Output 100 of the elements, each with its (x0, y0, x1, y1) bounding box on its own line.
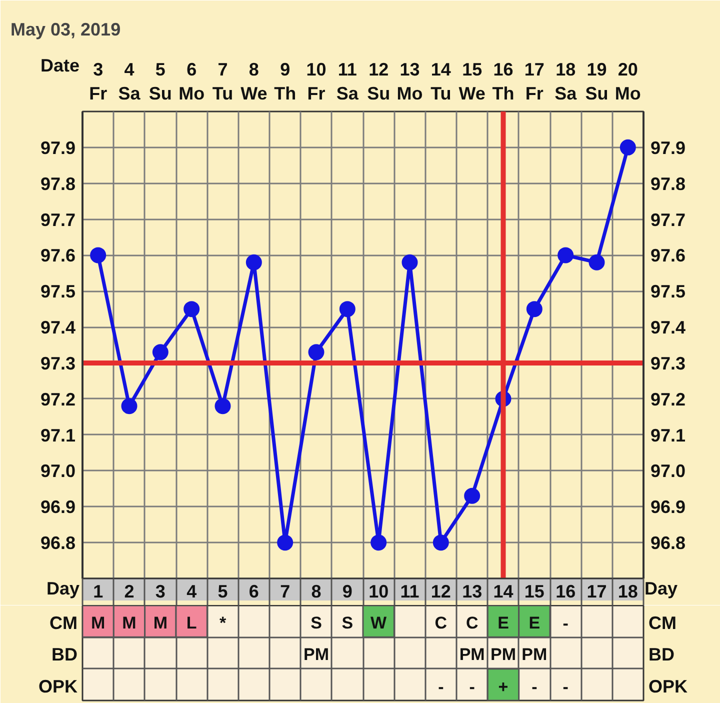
x2-tick-label: 3 Fr (89, 60, 108, 104)
point (152, 344, 168, 360)
x-tick-label: 17 (586, 582, 607, 602)
x-tick-label: 6 (248, 582, 259, 602)
text: - (532, 677, 538, 696)
text: * (219, 613, 226, 632)
y2-tick-label: 97.6 (650, 246, 686, 266)
chart-title: May 03, 2019 (10, 20, 121, 40)
text: - (562, 677, 568, 696)
text: C (466, 613, 478, 632)
text: - (469, 677, 475, 696)
x2-tick-label: 14 Tu (430, 60, 452, 104)
point (90, 247, 106, 264)
y2-tick-label: 97.1 (650, 425, 686, 446)
text: - (562, 614, 568, 633)
x2-tick-label: 4 Sa (118, 60, 142, 104)
y2-tick-label: 97.4 (650, 318, 686, 338)
text: - (438, 677, 444, 696)
x2-tick-label: 11 Sa (336, 60, 360, 104)
y2-tick-label: 97.3 (650, 353, 686, 374)
x2-tick-label: 7 Tu (212, 60, 234, 104)
x2-tick-label: 15 We (458, 60, 486, 104)
point (432, 534, 449, 551)
point (277, 534, 294, 551)
y-tick-label: 96.9 (40, 497, 76, 518)
x2-tick-label: 8 We (240, 60, 268, 104)
x-tick-label: 7 (280, 582, 290, 602)
y-tick-label: 97.6 (40, 246, 76, 266)
x2-tick-label: 17 Fr (524, 60, 544, 104)
text: S (342, 613, 354, 632)
x-tick-label: 1 (93, 582, 104, 602)
text: PM (490, 645, 516, 664)
category-label: OPK (38, 676, 78, 696)
x-tick-label: 10 (368, 582, 389, 602)
text: C (434, 613, 448, 632)
x2-tick-label: 13 Mo (396, 60, 423, 104)
x2-tick-label: 12 Su (367, 60, 390, 104)
x-tick-label: 5 (218, 582, 228, 602)
point (402, 254, 418, 270)
y2-tick-label: 97.5 (650, 282, 686, 302)
text: E (528, 613, 540, 632)
category-label: OPK (648, 676, 688, 696)
category-label: BD (648, 644, 674, 665)
x-tick-label: 13 (462, 582, 482, 602)
point (526, 301, 542, 318)
x-tick-label: 11 (400, 582, 420, 602)
x-tick-label: 8 (311, 582, 322, 602)
y2-tick-label: 97.7 (650, 210, 686, 230)
x2-tick-label: 6 Mo (178, 60, 205, 104)
text: M (122, 613, 136, 632)
point (339, 301, 356, 318)
point (308, 344, 324, 360)
text: PM (459, 645, 485, 664)
point (214, 398, 231, 414)
y2-tick-label: 97.9 (650, 138, 686, 158)
y-tick-label: 96.8 (40, 533, 76, 554)
y-tick-label: 97.8 (40, 174, 76, 194)
x-tick-label: 3 (155, 582, 166, 602)
text: E (498, 613, 509, 632)
x2-tick-label: 20 Mo (614, 60, 641, 104)
point (184, 301, 200, 318)
point (588, 254, 605, 270)
y-tick-label: 97.9 (40, 138, 76, 158)
y-tick-label: 97.4 (40, 318, 76, 338)
text: M (91, 613, 106, 632)
text: PM (522, 645, 548, 664)
x-tick-label: 2 (124, 582, 134, 602)
x-tick-label: 4 (186, 582, 197, 602)
y2-tick-label: 96.8 (650, 533, 686, 554)
x2-tick-label: 16 Th (492, 60, 514, 104)
x2-tick-label: 10 Fr (306, 60, 326, 104)
y-tick-label: 97.3 (40, 353, 76, 374)
category-label: CM (50, 612, 78, 633)
x2-tick-label: 19 Su (585, 60, 608, 104)
x-tick-label: 16 (556, 582, 576, 602)
x-tick-label: 12 (430, 582, 451, 602)
y2-tick-label: 97.0 (650, 461, 686, 482)
category-label: CM (648, 612, 676, 633)
x-axis-title: Day (644, 578, 678, 598)
y2-tick-label: 97.8 (650, 174, 686, 194)
x-tick-label: 15 (524, 582, 544, 602)
point (620, 139, 636, 156)
y-tick-label: 97.1 (40, 425, 76, 446)
y2-tick-label: 96.9 (650, 497, 686, 518)
text: W (370, 613, 387, 632)
y-tick-label: 97.0 (40, 461, 76, 482)
text: + (498, 677, 508, 696)
text: S (310, 613, 322, 632)
x-tick-label: 9 (342, 582, 352, 602)
text: Day (46, 578, 80, 598)
point (246, 254, 262, 270)
point (370, 534, 387, 551)
point (121, 398, 138, 414)
x2-tick-label: 5 Su (148, 60, 172, 104)
text: L (186, 613, 197, 632)
y-tick-label: 97.2 (40, 389, 76, 410)
x-tick-label: 14 (493, 582, 514, 602)
point (558, 247, 574, 264)
text: M (153, 613, 168, 632)
x2-tick-label: 18 Sa (554, 60, 578, 104)
